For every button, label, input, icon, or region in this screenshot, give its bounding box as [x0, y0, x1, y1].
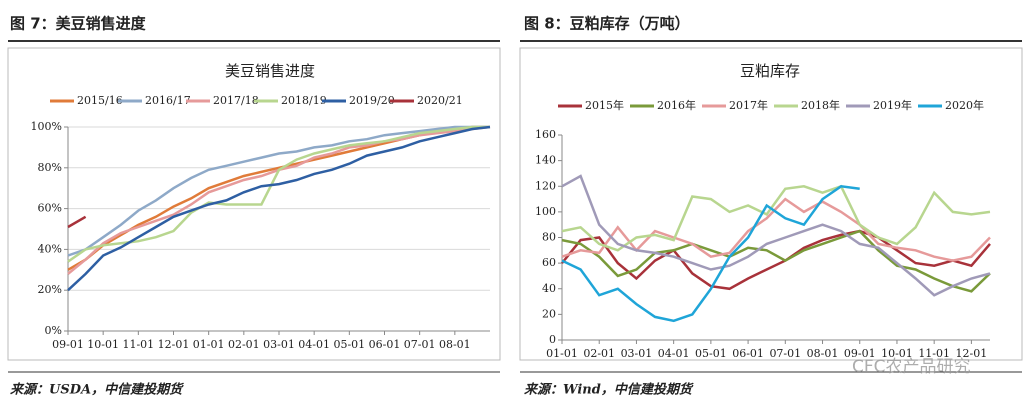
x-tick-label: 10-01	[87, 338, 119, 351]
x-tick-label: 03-01	[263, 338, 295, 351]
legend-label: 2015/16	[77, 94, 123, 107]
x-tick-label: 05-01	[333, 338, 365, 351]
legend-label: 2017年	[729, 98, 768, 112]
x-tick-label: 02-01	[583, 347, 615, 360]
x-tick-label: 01-01	[546, 347, 578, 360]
series-line	[561, 229, 991, 291]
x-tick-label: 07-01	[769, 347, 801, 360]
series-line	[67, 125, 490, 271]
x-tick-label: 06-01	[369, 338, 401, 351]
y-tick-label: 60%	[38, 202, 62, 215]
y-tick-label: 40%	[38, 242, 62, 255]
series-line	[67, 125, 490, 257]
y-tick-label: 140	[535, 154, 556, 167]
series-line	[561, 229, 991, 293]
chart-title: 豆粕库存	[740, 62, 800, 80]
x-tick-label: 07-01	[404, 338, 436, 351]
legend-label: 2016/17	[145, 94, 191, 107]
legend-label: 2018年	[801, 98, 840, 112]
legend-label: 2016年	[657, 98, 696, 112]
x-tick-label: 12-01	[158, 338, 190, 351]
y-tick-label: 40	[542, 282, 556, 295]
x-tick-label: 04-01	[298, 338, 330, 351]
caption: 图 7：美豆销售进度	[10, 15, 147, 33]
x-tick-label: 08-01	[807, 347, 839, 360]
y-tick-label: 80%	[38, 161, 62, 174]
x-tick-label: 03-01	[621, 347, 653, 360]
x-tick-label: 06-01	[732, 347, 764, 360]
x-tick-label: 02-01	[228, 338, 260, 351]
y-tick-label: 0%	[45, 324, 62, 337]
watermark: CFC农产品研究	[852, 357, 971, 377]
y-tick-label: 20	[542, 307, 556, 320]
x-tick-label: 01-01	[193, 338, 225, 351]
legend-label: 2020年	[945, 98, 984, 112]
series-line	[561, 174, 991, 297]
series-line	[67, 125, 490, 263]
x-tick-label: 12-01	[956, 347, 988, 360]
y-tick-label: 20%	[38, 283, 62, 296]
legend-label: 2020/21	[417, 94, 463, 107]
series-line	[561, 184, 860, 323]
source: 来源：Wind，中信建投期货	[524, 382, 694, 398]
x-tick-label: 08-01	[439, 338, 471, 351]
chart-title: 美豆销售进度	[225, 62, 315, 80]
y-tick-label: 120	[535, 179, 556, 192]
y-tick-label: 100%	[31, 120, 62, 133]
x-tick-label: 05-01	[695, 347, 727, 360]
series-line	[561, 184, 991, 252]
y-tick-label: 100	[535, 205, 556, 218]
x-tick-label: 04-01	[658, 347, 690, 360]
x-tick-label: 10-01	[881, 347, 913, 360]
legend-label: 2019/20	[349, 94, 395, 107]
y-tick-label: 160	[535, 128, 556, 141]
legend-label: 2019年	[873, 98, 912, 112]
series-line	[67, 215, 87, 229]
caption: 图 8：豆粕库存（万吨）	[524, 15, 690, 33]
frame	[519, 47, 1023, 361]
source: 来源：USDA，中信建投期货	[10, 382, 184, 398]
series-line	[561, 197, 991, 262]
series-line	[67, 125, 491, 292]
x-tick-label: 09-01	[52, 338, 84, 351]
y-tick-label: 80	[542, 231, 556, 244]
y-tick-label: 60	[542, 256, 556, 269]
series-line	[67, 125, 491, 275]
y-tick-label: 0	[549, 333, 556, 346]
legend-label: 2015年	[585, 98, 624, 112]
legend-label: 2017/18	[213, 94, 259, 107]
x-tick-label: 09-01	[844, 347, 876, 360]
x-tick-label: 11-01	[918, 347, 950, 360]
frame	[7, 47, 501, 361]
legend-label: 2018/19	[281, 94, 327, 107]
x-tick-label: 11-01	[122, 338, 154, 351]
